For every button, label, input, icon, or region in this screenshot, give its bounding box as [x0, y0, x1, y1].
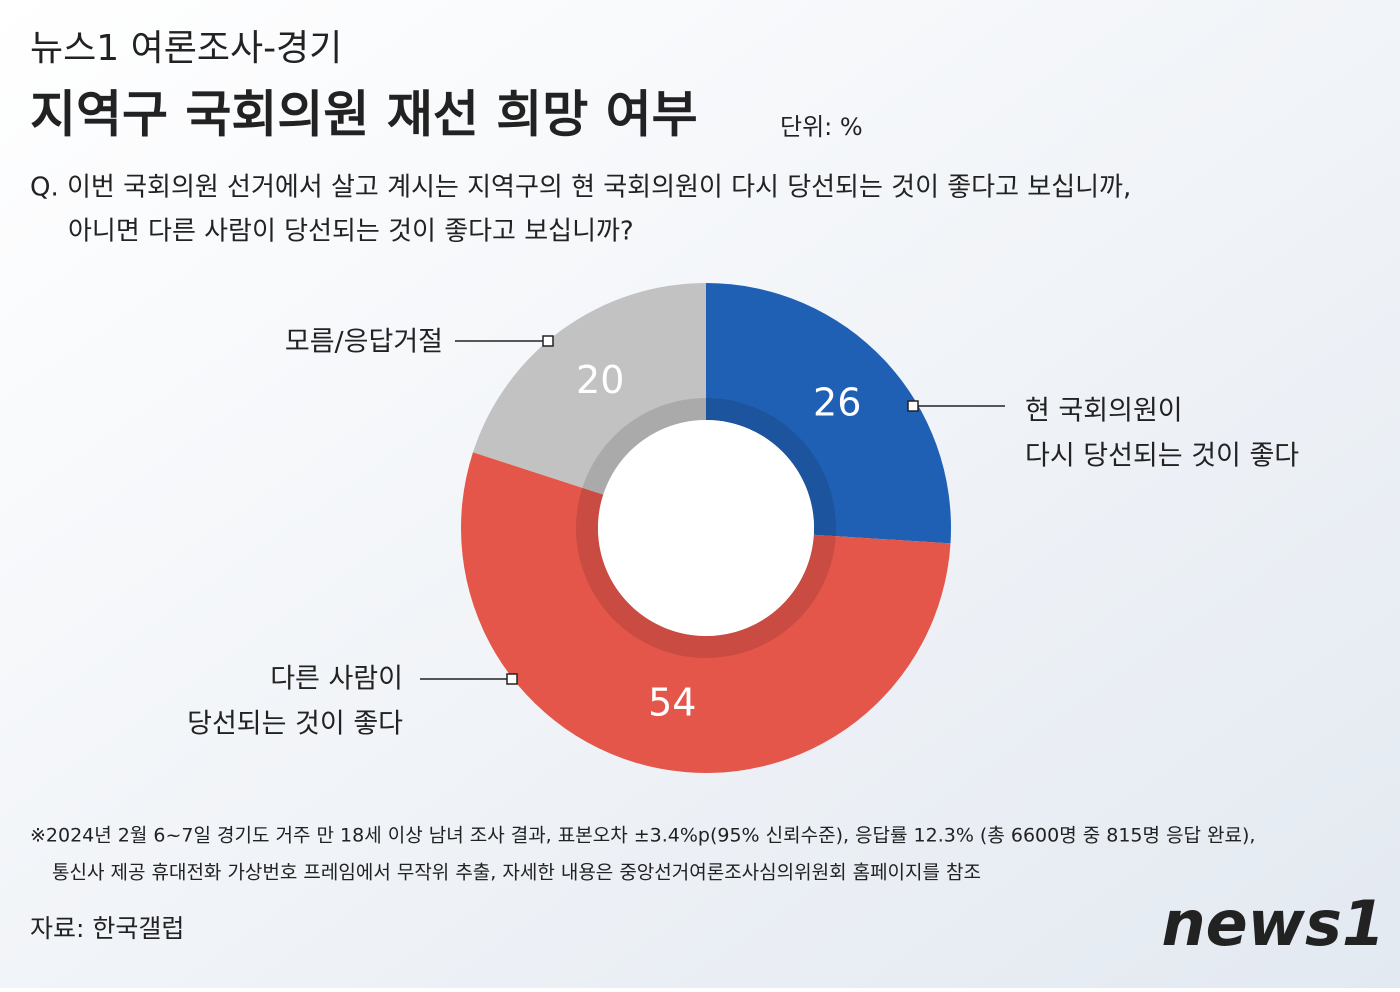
question: Q. 이번 국회의원 선거에서 살고 계시는 지역구의 현 국회의원이 다시 당… [30, 173, 1131, 203]
logo: news1 [1161, 887, 1385, 960]
category-label: 다시 당선되는 것이 좋다 [1025, 441, 1299, 472]
question: 아니면 다른 사람이 당선되는 것이 좋다고 보십니까? [68, 217, 634, 247]
hole [598, 420, 814, 636]
inner-shade [576, 398, 836, 658]
footnote: ※2024년 2월 6~7일 경기도 거주 만 18세 이상 남녀 조사 결과,… [30, 825, 1255, 847]
value-label: 20 [576, 358, 624, 402]
unit: 단위: % [780, 113, 863, 141]
slice [472, 283, 706, 495]
leader-marker [542, 335, 554, 347]
value-label: 54 [648, 680, 696, 724]
leader-marker [907, 400, 919, 412]
kicker: 뉴스1 여론조사-경기 [30, 28, 342, 69]
leader-marker [506, 673, 518, 685]
category-label: 당선되는 것이 좋다 [187, 709, 403, 740]
slice [460, 452, 951, 774]
chart-title: 지역구 국회의원 재선 희망 여부 [30, 86, 698, 144]
category-label: 다른 사람이 [270, 664, 403, 695]
source: 자료: 한국갤럽 [30, 914, 184, 943]
slice [706, 283, 951, 544]
footnote: 통신사 제공 휴대전화 가상번호 프레임에서 무작위 추출, 자세한 내용은 중… [52, 862, 981, 884]
category-label: 모름/응답거절 [285, 327, 443, 358]
value-label: 26 [813, 380, 861, 424]
category-label: 현 국회의원이 [1025, 396, 1183, 427]
